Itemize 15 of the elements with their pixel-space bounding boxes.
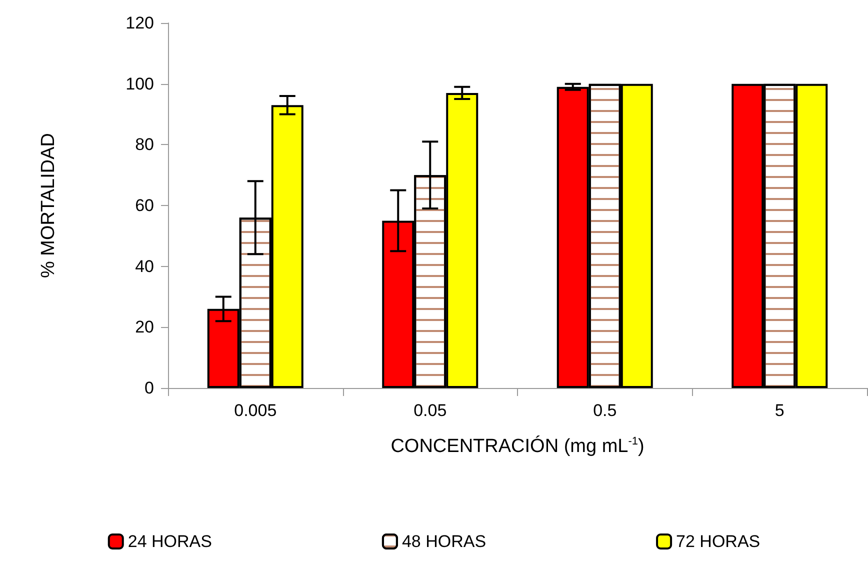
x-tick-label: 0.05 bbox=[414, 401, 447, 420]
y-tick-label: 20 bbox=[135, 318, 154, 337]
legend-label: 48 HORAS bbox=[402, 532, 486, 551]
y-tick-label: 80 bbox=[135, 135, 154, 154]
x-tick-label: 5 bbox=[774, 401, 784, 420]
x-tick-label: 0.5 bbox=[593, 401, 617, 420]
y-tick-label: 0 bbox=[144, 378, 154, 398]
y-tick-label: 60 bbox=[135, 196, 154, 215]
y-tick-label: 40 bbox=[135, 256, 154, 276]
y-tick-label: 100 bbox=[126, 74, 154, 94]
legend-label: 72 HORAS bbox=[676, 532, 760, 551]
x-tick-label: 0.005 bbox=[234, 401, 277, 420]
legend-label: 24 HORAS bbox=[128, 532, 212, 551]
y-axis-title: % MORTALIDAD bbox=[38, 133, 59, 278]
y-tick-label: 120 bbox=[126, 14, 154, 32]
